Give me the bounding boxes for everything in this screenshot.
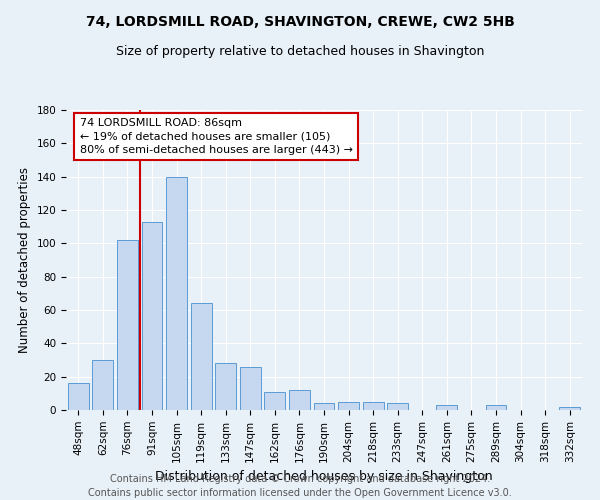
Bar: [68, 384, 89, 410]
Bar: [92, 360, 113, 410]
Bar: [166, 176, 187, 410]
Bar: [265, 392, 286, 410]
Bar: [314, 404, 334, 410]
Bar: [362, 402, 383, 410]
Bar: [338, 402, 359, 410]
Bar: [485, 405, 506, 410]
Bar: [142, 222, 163, 410]
X-axis label: Distribution of detached houses by size in Shavington: Distribution of detached houses by size …: [155, 470, 493, 483]
Y-axis label: Number of detached properties: Number of detached properties: [18, 167, 31, 353]
Bar: [117, 240, 138, 410]
Bar: [191, 304, 212, 410]
Bar: [289, 390, 310, 410]
Bar: [436, 405, 457, 410]
Bar: [240, 366, 261, 410]
Text: 74, LORDSMILL ROAD, SHAVINGTON, CREWE, CW2 5HB: 74, LORDSMILL ROAD, SHAVINGTON, CREWE, C…: [86, 15, 514, 29]
Bar: [215, 364, 236, 410]
Text: Contains HM Land Registry data © Crown copyright and database right 2024.
Contai: Contains HM Land Registry data © Crown c…: [88, 474, 512, 498]
Text: 74 LORDSMILL ROAD: 86sqm
← 19% of detached houses are smaller (105)
80% of semi-: 74 LORDSMILL ROAD: 86sqm ← 19% of detach…: [80, 118, 353, 154]
Bar: [387, 404, 408, 410]
Text: Size of property relative to detached houses in Shavington: Size of property relative to detached ho…: [116, 45, 484, 58]
Bar: [559, 406, 580, 410]
